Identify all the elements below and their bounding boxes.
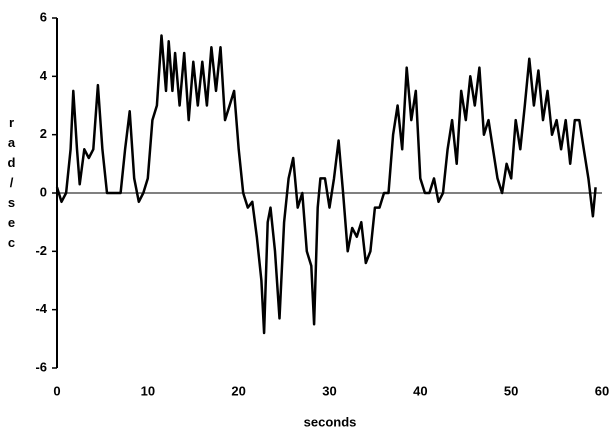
x-tick-label: 50 <box>504 383 518 398</box>
y-axis-label: rad/sec <box>4 115 19 255</box>
y-tick-label: -4 <box>35 301 47 316</box>
data-line <box>55 34 597 335</box>
x-tick-label: 40 <box>413 383 427 398</box>
y-tick-label: -2 <box>35 243 47 258</box>
y-tick-label: 0 <box>40 184 47 199</box>
x-tick-label: 60 <box>595 383 609 398</box>
y-tick-label: 4 <box>40 68 48 83</box>
y-tick-label: 6 <box>40 9 47 24</box>
y-tick-label: -6 <box>35 359 47 374</box>
x-tick-label: 20 <box>231 383 245 398</box>
x-tick-label: 0 <box>53 383 60 398</box>
x-axis-label: seconds <box>304 414 357 429</box>
y-tick-label: 2 <box>40 126 47 141</box>
x-tick-label: 10 <box>141 383 155 398</box>
x-tick-label: 30 <box>322 383 336 398</box>
